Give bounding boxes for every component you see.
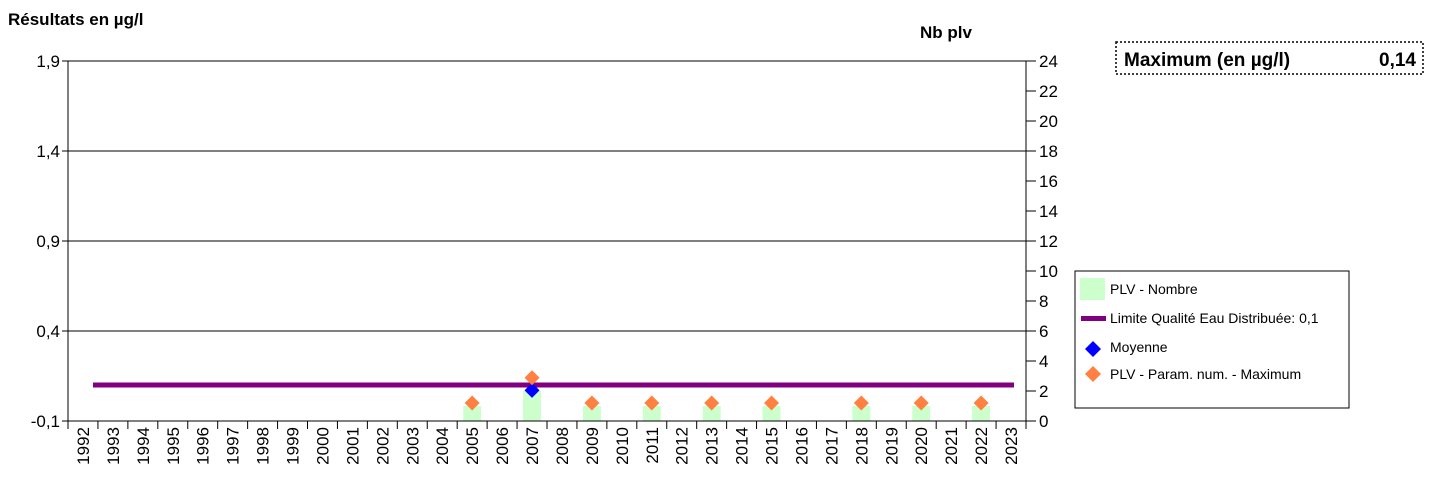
y-left-tick-label: 1,4 bbox=[36, 142, 60, 161]
bar-nombre-2022 bbox=[972, 406, 991, 421]
x-tick-label: 2021 bbox=[942, 427, 961, 465]
bar-nombre-2020 bbox=[912, 406, 931, 421]
x-tick-label: 2020 bbox=[912, 427, 931, 465]
bar-nombre-2007 bbox=[523, 391, 542, 421]
marker-maximum-2022 bbox=[973, 395, 989, 411]
y-right-title: Nb plv bbox=[920, 23, 972, 42]
legend-label-nombre: PLV - Nombre bbox=[1110, 281, 1198, 297]
y-right-tick-label: 24 bbox=[1039, 52, 1058, 71]
x-tick-label: 2006 bbox=[493, 427, 512, 465]
x-tick-label: 1992 bbox=[74, 427, 93, 465]
y-right-tick-label: 14 bbox=[1039, 202, 1058, 221]
y-right-tick-label: 2 bbox=[1039, 382, 1048, 401]
x-tick-label: 2022 bbox=[972, 427, 991, 465]
x-tick-label: 2015 bbox=[763, 427, 782, 465]
y-right-tick-label: 6 bbox=[1039, 322, 1048, 341]
maximum-summary-box: Maximum (en µg/l) 0,14 bbox=[1115, 41, 1424, 75]
x-tick-label: 2004 bbox=[433, 427, 452, 465]
x-tick-label: 2003 bbox=[403, 427, 422, 465]
maximum-box-frame bbox=[1115, 41, 1424, 75]
legend-swatch-limite bbox=[1081, 316, 1106, 321]
bars bbox=[463, 391, 991, 421]
x-tick-label: 1995 bbox=[164, 427, 183, 465]
marker-maximum-2013 bbox=[704, 395, 720, 411]
marker-maximum-2005 bbox=[464, 395, 480, 411]
x-tick-label: 2000 bbox=[313, 427, 332, 465]
legend-swatch-moyenne bbox=[1085, 341, 1101, 357]
bar-nombre-2009 bbox=[582, 406, 601, 421]
x-tick-label: 1993 bbox=[104, 427, 123, 465]
x-tick-label: 2016 bbox=[792, 427, 811, 465]
x-tick-label: 2013 bbox=[703, 427, 722, 465]
bar-nombre-2013 bbox=[702, 406, 721, 421]
legend-label-maximum: PLV - Param. num. - Maximum bbox=[1110, 366, 1301, 382]
x-tick-label: 2017 bbox=[822, 427, 841, 465]
bar-nombre-2005 bbox=[463, 406, 482, 421]
maximum-value: 0,14 bbox=[1379, 50, 1416, 71]
x-ticks: 1992 1993 1994 1995 1996 1997 1998 1999 2000 2001… bbox=[67, 421, 1027, 465]
y-right-tick-label: 0 bbox=[1039, 412, 1048, 431]
x-tick-label: 2011 bbox=[643, 427, 662, 464]
legend-swatch-nombre bbox=[1080, 278, 1105, 300]
bar-nombre-2015 bbox=[762, 406, 781, 421]
y-right-tick-label: 8 bbox=[1039, 292, 1048, 311]
marker-maximum-2015 bbox=[764, 395, 780, 411]
markers bbox=[464, 370, 989, 411]
x-tick-label: 1997 bbox=[224, 427, 243, 465]
y-right-tick-label: 10 bbox=[1039, 262, 1058, 281]
y-left-ticks: 1,9 1,4 0,9 0,4 -0,1 bbox=[31, 52, 68, 431]
x-tick-label: 2010 bbox=[613, 427, 632, 465]
x-tick-label: 2012 bbox=[673, 427, 692, 465]
marker-maximum-2020 bbox=[913, 395, 929, 411]
maximum-label: Maximum (en µg/l) bbox=[1124, 50, 1290, 71]
marker-moyenne-2007 bbox=[524, 382, 540, 398]
marker-maximum-2007 bbox=[524, 370, 540, 386]
y-left-tick-label: 0,9 bbox=[36, 232, 60, 251]
marker-maximum-2009 bbox=[584, 395, 600, 411]
x-tick-label: 2002 bbox=[373, 427, 392, 465]
x-tick-label: 2023 bbox=[1002, 427, 1021, 465]
y-left-tick-label: 0,4 bbox=[36, 322, 60, 341]
y-right-tick-label: 16 bbox=[1039, 172, 1058, 191]
legend-frame bbox=[1074, 270, 1350, 409]
legend: PLV - Nombre Limite Qualité Eau Distribu… bbox=[1074, 270, 1350, 409]
x-tick-label: 2019 bbox=[882, 427, 901, 465]
x-tick-label: 1994 bbox=[134, 427, 153, 465]
x-tick-label: 2008 bbox=[553, 427, 572, 465]
y-right-tick-label: 4 bbox=[1039, 352, 1048, 371]
x-tick-label: 1998 bbox=[254, 427, 273, 465]
marker-maximum-2011 bbox=[644, 395, 660, 411]
grid bbox=[68, 60, 1026, 422]
x-tick-label: 1999 bbox=[284, 427, 303, 465]
x-tick-label: 2009 bbox=[583, 427, 602, 465]
y-right-tick-label: 18 bbox=[1039, 142, 1058, 161]
x-tick-label: 2001 bbox=[343, 427, 362, 465]
x-tick-label: 1996 bbox=[194, 427, 213, 465]
x-tick-label: 2005 bbox=[463, 427, 482, 465]
y-right-tick-label: 20 bbox=[1039, 112, 1058, 131]
marker-maximum-2018 bbox=[853, 395, 869, 411]
x-tick-label: 2018 bbox=[852, 427, 871, 465]
y-left-tick-label: -0,1 bbox=[31, 412, 60, 431]
y-left-tick-label: 1,9 bbox=[36, 52, 60, 71]
legend-swatch-maximum bbox=[1085, 366, 1101, 382]
legend-label-moyenne: Moyenne bbox=[1110, 339, 1168, 355]
x-tick-label: 2014 bbox=[733, 427, 752, 465]
x-tick-label: 2007 bbox=[523, 427, 542, 465]
y-right-tick-label: 22 bbox=[1039, 82, 1058, 101]
y-right-tick-label: 12 bbox=[1039, 232, 1058, 251]
y-left-title: Résultats en µg/l bbox=[8, 10, 143, 29]
legend-label-limite: Limite Qualité Eau Distribuée: 0,1 bbox=[1110, 310, 1319, 326]
bar-nombre-2018 bbox=[852, 406, 871, 421]
bar-nombre-2011 bbox=[642, 406, 661, 421]
